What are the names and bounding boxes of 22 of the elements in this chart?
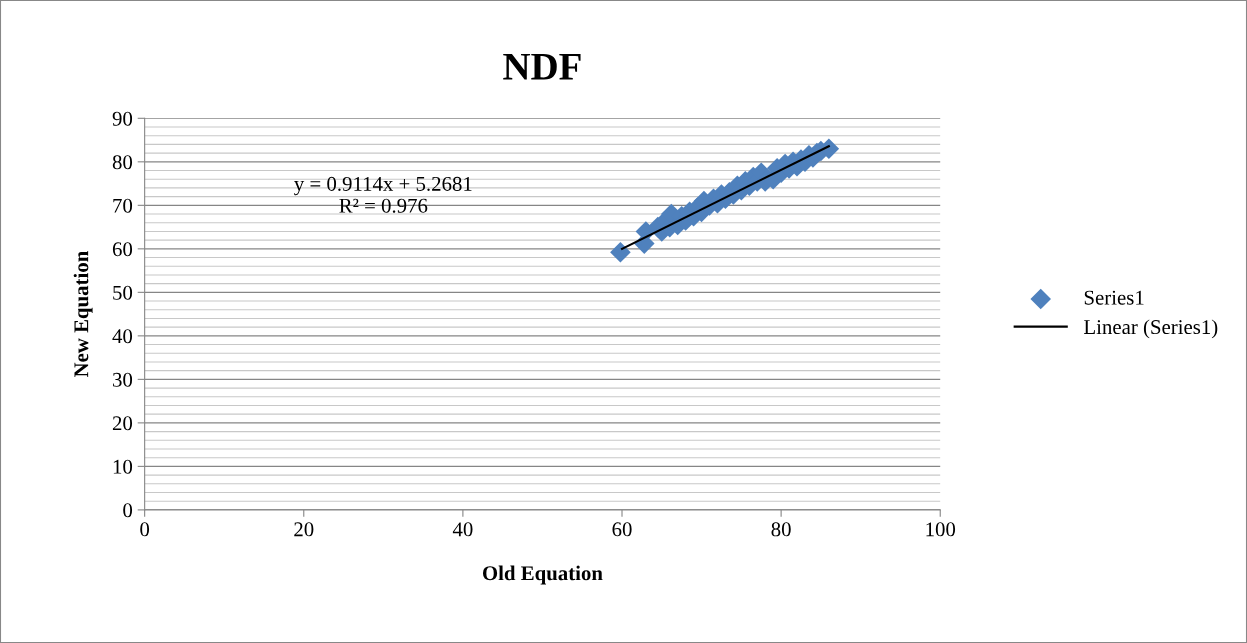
y-tick-label: 80 — [112, 155, 133, 170]
x-axis-title: Old Equation — [482, 565, 603, 585]
x-tick-label: 100 — [926, 522, 956, 537]
y-tick-label: 60 — [112, 242, 133, 257]
y-tick-label: 20 — [112, 416, 133, 431]
annotation: y = 0.9114x + 5.2681 R² = 0.976 — [294, 176, 472, 213]
y-tick-label: 70 — [113, 198, 133, 213]
y-tick-label: 40 — [112, 329, 133, 344]
y-tick-label: 0 — [123, 503, 133, 518]
y-tick-label: 10 — [113, 459, 133, 474]
x-tick-label: 0 — [140, 522, 150, 537]
legend-label: Linear (Series1) — [1084, 319, 1218, 339]
x-tick-label: 20 — [294, 522, 314, 537]
y-tick-label: 50 — [113, 285, 133, 300]
x-tick-label: 80 — [771, 522, 791, 537]
y-axis-title: New Equation — [73, 251, 93, 378]
y-tick-label: 30 — [113, 372, 133, 387]
x-tick-label: 60 — [612, 522, 632, 537]
legend-label: Series1 — [1084, 290, 1144, 305]
chart-title: NDF — [503, 53, 581, 80]
x-tick-label: 40 — [452, 522, 473, 537]
y-tick-label: 90 — [112, 111, 133, 126]
